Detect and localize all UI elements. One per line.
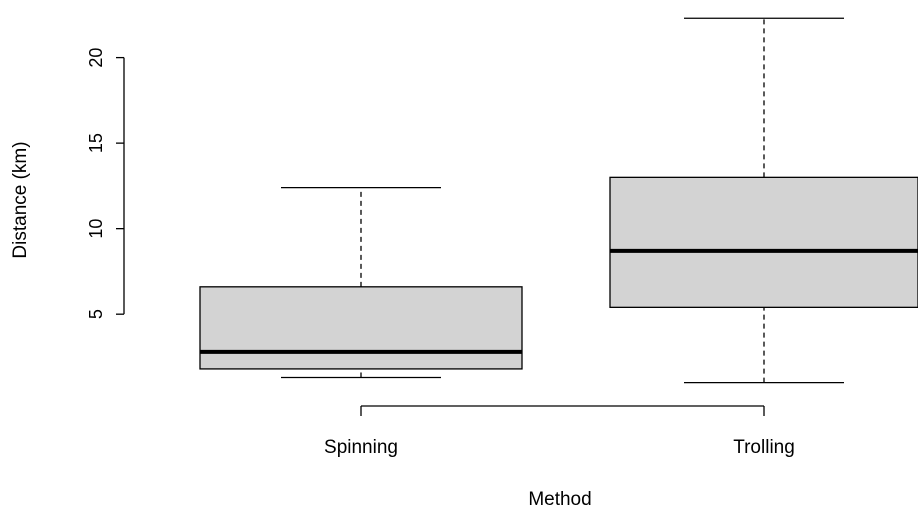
y-axis: 5 10 15 20 (86, 48, 125, 319)
x-tick-label: Trolling (733, 437, 795, 458)
box-trolling (609, 17, 918, 384)
iqr-box (609, 176, 918, 308)
y-tick-label: 5 (86, 309, 106, 319)
x-axis: Spinning Trolling (324, 405, 795, 458)
y-tick-label: 15 (86, 133, 106, 153)
boxes (199, 17, 918, 384)
y-tick-label: 20 (86, 48, 106, 68)
x-tick-label: Spinning (324, 437, 398, 458)
y-axis-label: Distance (km) (10, 141, 31, 258)
x-axis-label: Method (528, 489, 591, 510)
y-tick-label: 10 (86, 219, 106, 239)
iqr-box (199, 286, 523, 370)
box-spinning (199, 186, 523, 379)
